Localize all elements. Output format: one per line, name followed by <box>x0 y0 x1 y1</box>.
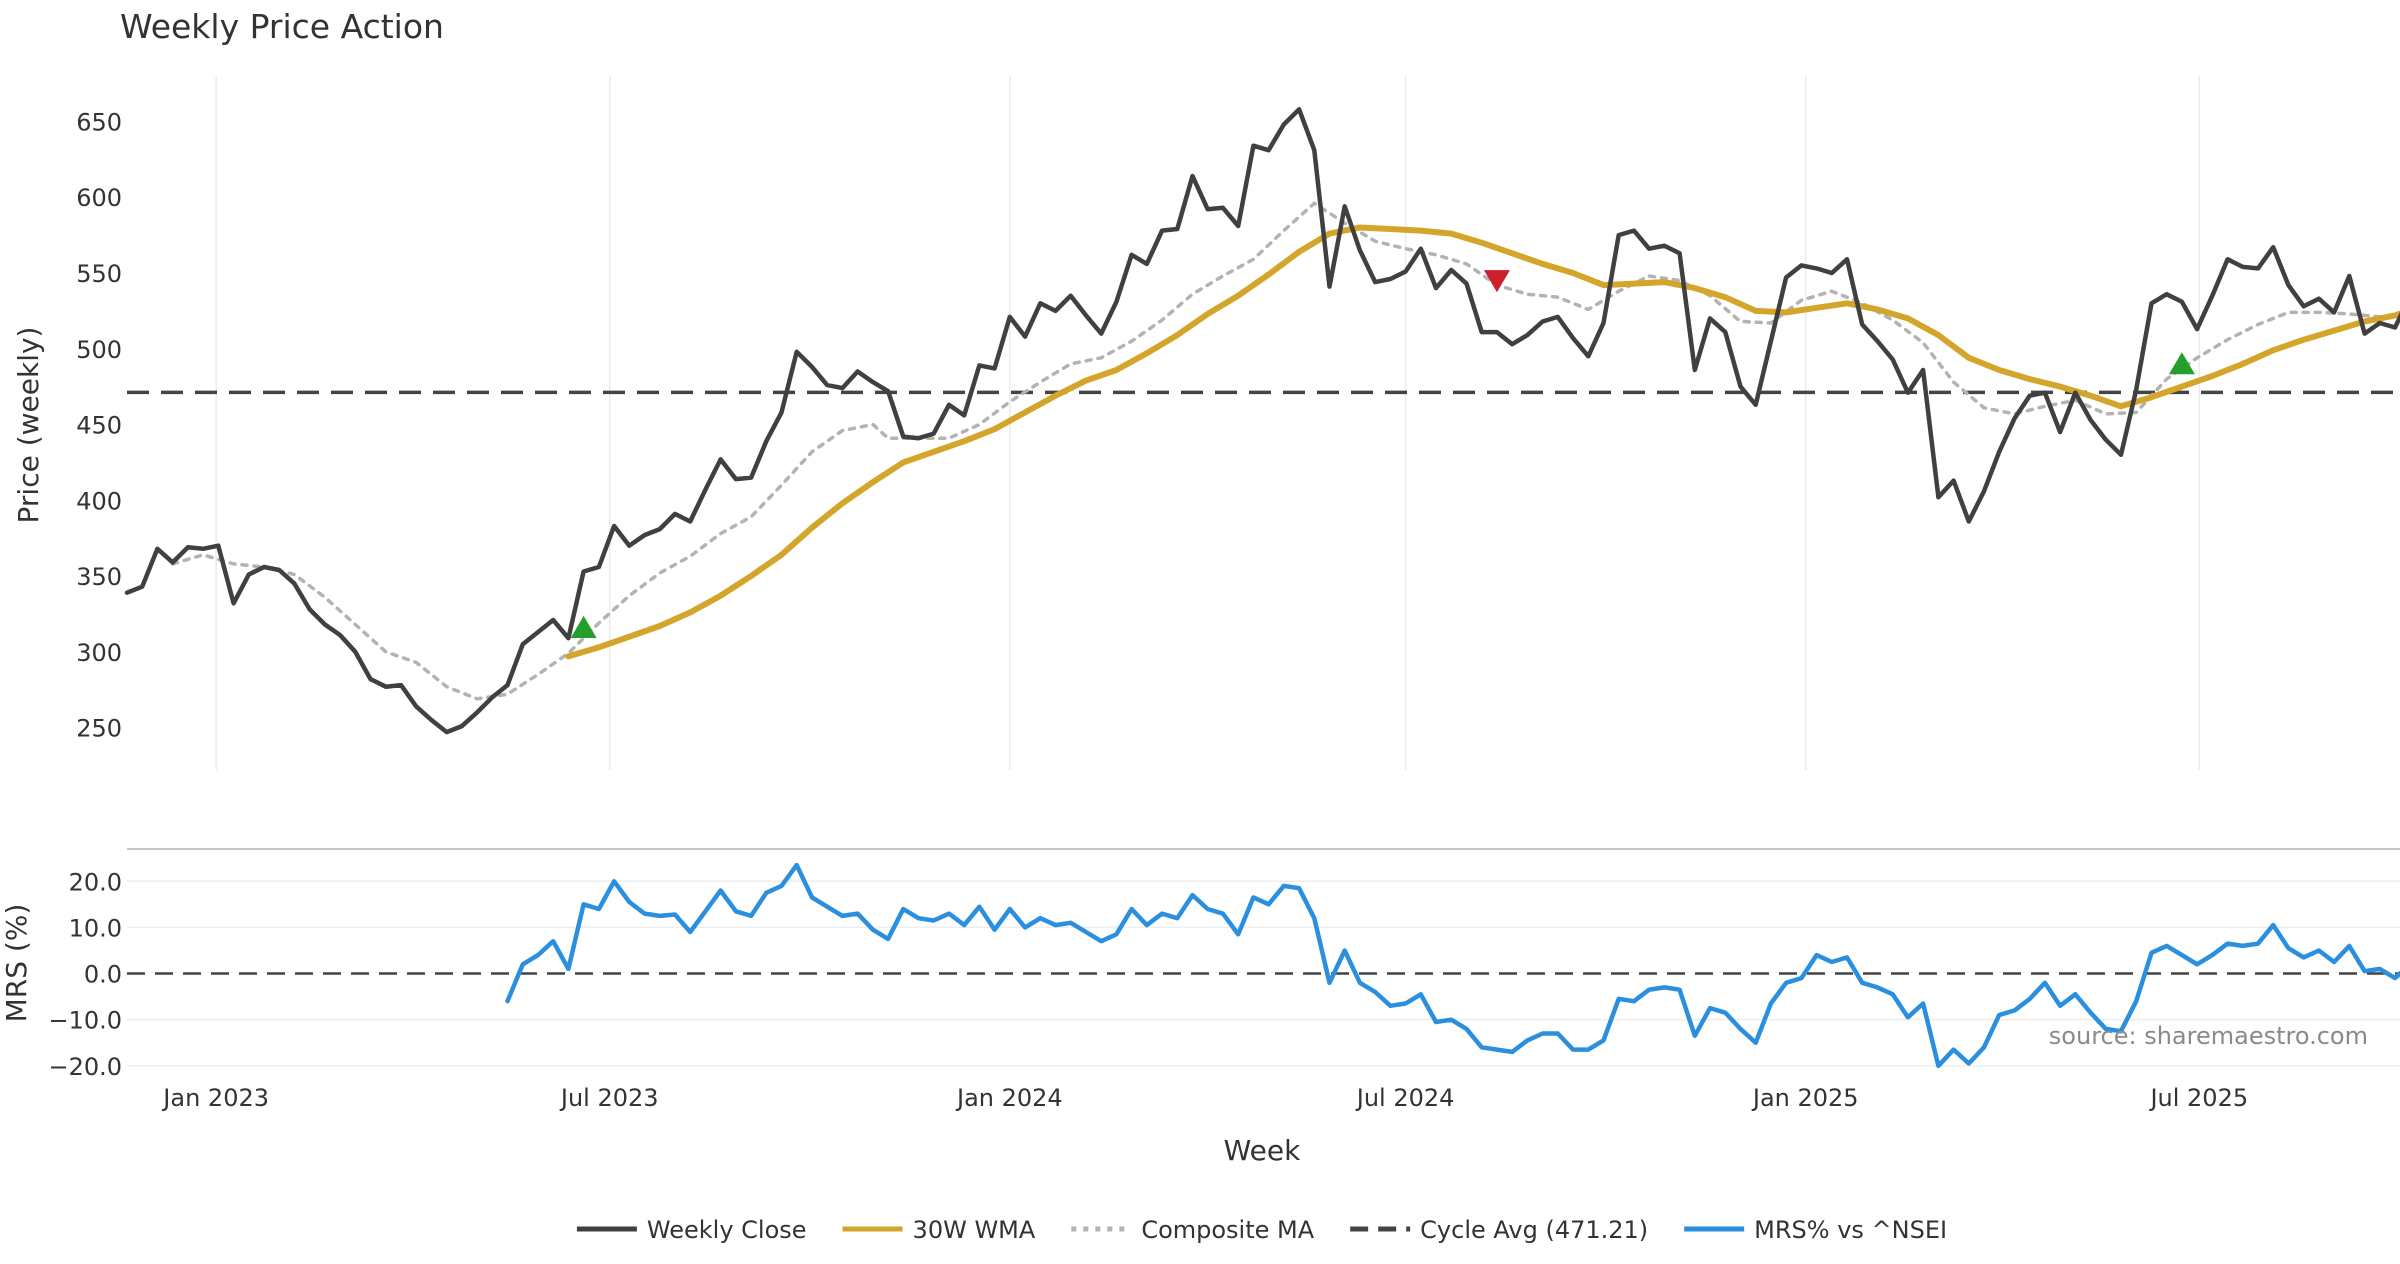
legend-label-composite-ma: Composite MA <box>1141 1216 1314 1244</box>
mrs-y-axis: −20.0 −10.0 0.0 10.0 20.0 <box>48 868 122 1080</box>
legend-label-weekly-close: Weekly Close <box>647 1216 807 1244</box>
price-y-tick-650: 650 <box>76 108 122 136</box>
x-axis: Jan 2023 Jul 2023 Jan 2024 Jul 2024 Jan 2025… <box>161 1084 2248 1112</box>
price-y-tick-450: 450 <box>76 412 122 440</box>
legend-label-mrs-vs-nsei: MRS% vs ^NSEI <box>1754 1216 1947 1244</box>
price-panel-series <box>127 109 2400 732</box>
x-tick-jan-2023: Jan 2023 <box>161 1084 269 1112</box>
x-tick-jan-2025: Jan 2025 <box>1751 1084 1859 1112</box>
legend-item-composite-ma: Composite MA <box>1071 1216 1314 1244</box>
legend-label-30w-wma: 30W WMA <box>913 1216 1036 1244</box>
source-credit: source: sharemaestro.com <box>2049 1022 2368 1050</box>
x-axis-title: Week <box>1224 1134 1301 1167</box>
mrs-y-axis-title: MRS (%) <box>0 904 33 1023</box>
mrs-y-tick-2: 0.0 <box>84 961 122 989</box>
x-tick-jan-2024: Jan 2024 <box>955 1084 1063 1112</box>
price-y-tick-600: 600 <box>76 184 122 212</box>
legend-label-cycle-avg-471-21: Cycle Avg (471.21) <box>1420 1216 1648 1244</box>
price-y-tick-550: 550 <box>76 260 122 288</box>
mrs-y-tick-3: 10.0 <box>69 914 122 942</box>
series-composite-ma <box>173 203 2400 699</box>
price-y-tick-300: 300 <box>76 639 122 667</box>
mrs-y-tick-1: −10.0 <box>48 1007 122 1035</box>
series-weekly-close <box>127 109 2400 732</box>
legend-item-mrs-vs-nsei: MRS% vs ^NSEI <box>1684 1216 1947 1244</box>
chart-legend: Weekly Close 30W WMA Composite MA Cycle Avg… <box>577 1216 1947 1244</box>
x-tick-jul-2023: Jul 2023 <box>559 1084 659 1112</box>
price-y-tick-250: 250 <box>76 715 122 743</box>
price-y-axis: 250 300 350 400 450 500 550 600 650 <box>76 108 122 742</box>
buy-signal-marker-3 <box>2169 352 2195 374</box>
legend-item-weekly-close: Weekly Close <box>577 1216 807 1244</box>
x-tick-jul-2024: Jul 2024 <box>1355 1084 1455 1112</box>
mrs-y-tick-4: 20.0 <box>69 868 122 896</box>
x-tick-jul-2025: Jul 2025 <box>2148 1084 2248 1112</box>
mrs-y-tick-0: −20.0 <box>48 1053 122 1081</box>
price-y-tick-400: 400 <box>76 487 122 515</box>
price-y-tick-500: 500 <box>76 336 122 364</box>
chart-title: Weekly Price Action <box>120 7 444 46</box>
price-y-tick-350: 350 <box>76 563 122 591</box>
legend-item-cycle-avg-471-21: Cycle Avg (471.21) <box>1350 1216 1648 1244</box>
price-y-axis-title: Price (weekly) <box>12 327 45 524</box>
signal-markers <box>571 270 2195 638</box>
legend-item-30w-wma: 30W WMA <box>843 1216 1036 1244</box>
